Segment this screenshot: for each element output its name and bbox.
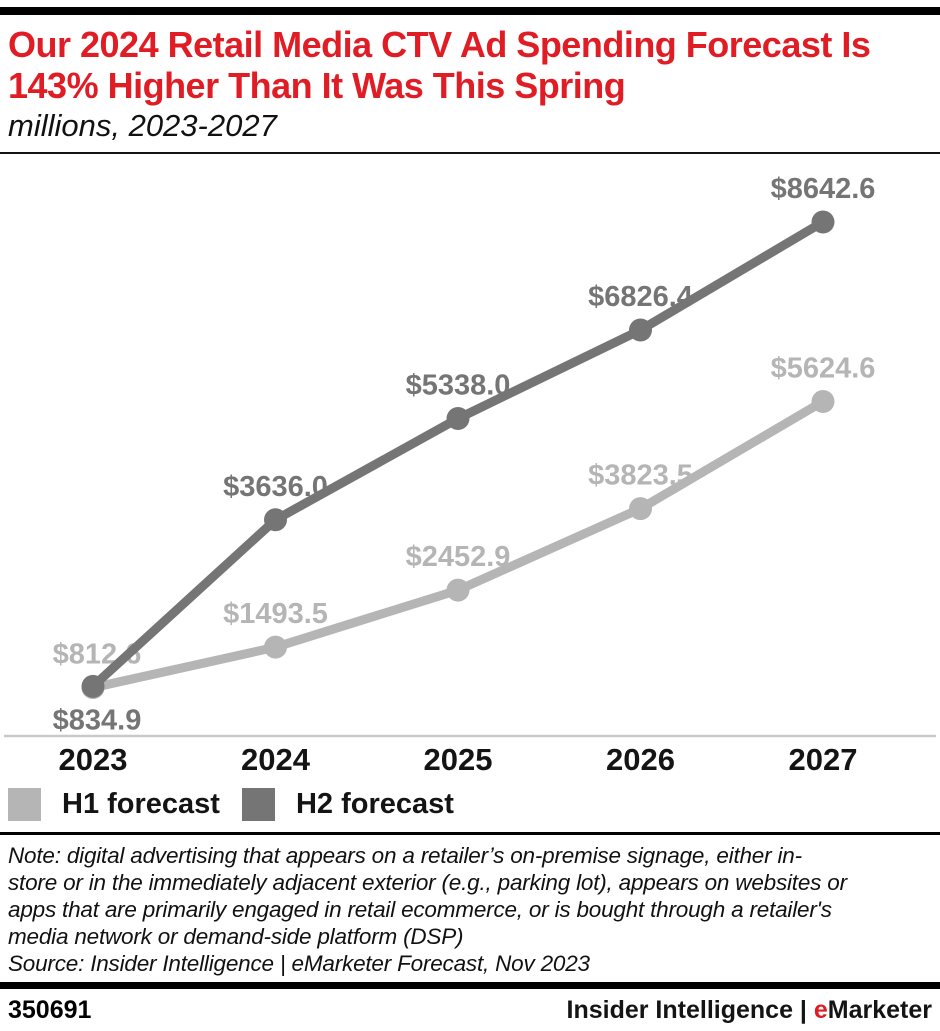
legend-item-h1-forecast: H1 forecast xyxy=(8,787,220,821)
chart-title-line1: Our 2024 Retail Media CTV Ad Spending Fo… xyxy=(8,24,871,65)
brand-logo: Insider Intelligence | eMarketer xyxy=(567,996,932,1025)
point-h2-2027 xyxy=(811,210,835,234)
x-tick-2026: 2026 xyxy=(606,742,675,777)
brand-emarketer-e: e xyxy=(813,996,828,1024)
point-label-h2-2024: $3636.0 xyxy=(223,471,328,503)
chart-header: Our 2024 Retail Media CTV Ad Spending Fo… xyxy=(0,15,940,144)
point-h1-2027 xyxy=(811,389,835,413)
note-line-3: apps that are primarily engaged in retai… xyxy=(8,897,832,922)
series-line-h2-forecast xyxy=(89,218,826,690)
chart-subtitle: millions, 2023-2027 xyxy=(8,108,277,143)
point-label-h2-2027: $8642.6 xyxy=(771,173,876,205)
h1-forecast-swatch-icon xyxy=(8,787,41,821)
point-h1-2026 xyxy=(629,497,652,521)
legend-label-h1-forecast: H1 forecast xyxy=(62,787,220,820)
point-label-h2-2023: $834.9 xyxy=(53,704,142,736)
x-tick-2023: 2023 xyxy=(59,742,128,777)
x-tick-2024: 2024 xyxy=(241,742,311,777)
chart-legend: H1 forecast H2 forecast xyxy=(8,786,940,822)
chart-title-line2: 143% Higher Than It Was This Spring xyxy=(8,65,626,106)
brand-separator: | xyxy=(792,996,814,1024)
chart-card: Our 2024 Retail Media CTV Ad Spending Fo… xyxy=(0,7,940,1025)
point-label-h1-2025: $2452.9 xyxy=(406,541,511,573)
chart-id: 350691 xyxy=(8,996,92,1024)
brand-emarketer-rest: Marketer xyxy=(827,996,932,1024)
point-label-h1-2024: $1493.5 xyxy=(223,598,328,630)
note-line-1: Note: digital advertising that appears o… xyxy=(8,843,802,868)
forecast-line-chart: 2023 2024 2025 2026 2027$812.6$1493.5$2452.9… xyxy=(4,173,936,777)
title-divider xyxy=(0,152,940,154)
legend-label-h2-forecast: H2 forecast xyxy=(295,787,454,820)
note-line-4: media network or demand-side platform (D… xyxy=(8,924,464,949)
chart-notes: Note: digital advertising that appears o… xyxy=(0,835,940,977)
chart-figure: 2023 2024 2025 2026 2027 $812.6 $1493.5 $2452.9… xyxy=(0,154,940,784)
point-label-h1-2026: $3823.5 xyxy=(588,460,693,492)
note-line-2: store or in the immediately adjacent ext… xyxy=(8,870,847,895)
point-h2-2023 xyxy=(81,674,105,698)
source-line: Source: Insider Intelligence | eMarketer… xyxy=(8,951,590,976)
point-h1-2025 xyxy=(446,578,470,602)
point-label-h1-2027: $5624.6 xyxy=(771,352,876,384)
x-tick-2025: 2025 xyxy=(424,742,493,777)
brand-insider-intelligence: Insider Intelligence xyxy=(566,996,793,1024)
chart-footer: 350691 Insider Intelligence | eMarketer xyxy=(0,989,940,1025)
top-accent-bar xyxy=(0,7,940,15)
x-tick-2027: 2027 xyxy=(789,742,858,777)
chart-title: Our 2024 Retail Media CTV Ad Spending Fo… xyxy=(8,24,932,106)
legend-divider xyxy=(0,832,940,835)
point-h1-2024 xyxy=(264,635,287,659)
point-label-h2-2025: $5338.0 xyxy=(406,370,511,402)
point-h2-2025 xyxy=(446,407,470,431)
legend-item-h2-forecast: H2 forecast xyxy=(241,787,454,821)
h2-forecast-swatch-icon xyxy=(241,787,275,821)
point-label-h2-2026: $6826.4 xyxy=(588,281,693,313)
point-h2-2026 xyxy=(629,318,652,342)
point-h2-2024 xyxy=(264,508,287,532)
footer-accent-bar xyxy=(0,982,940,989)
